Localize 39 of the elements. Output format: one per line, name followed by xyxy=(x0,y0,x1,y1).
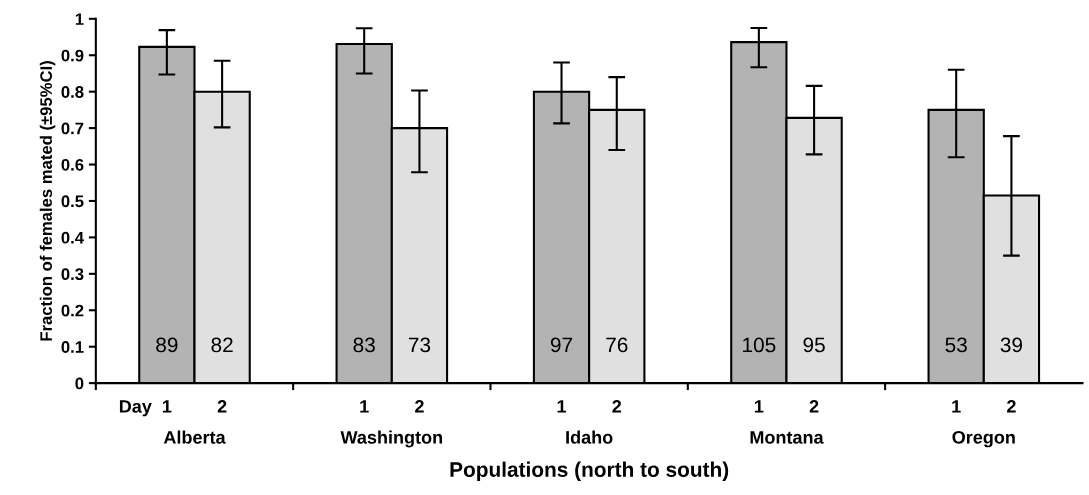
x-tick-label: Idaho xyxy=(566,430,613,444)
annotation: 39 xyxy=(1000,337,1023,353)
y-tick-label: 0.1 xyxy=(61,341,84,353)
y-tick-label: 0.3 xyxy=(61,268,84,281)
x-tick-label: Washington xyxy=(340,430,443,448)
y-axis-title: Fraction of females mated (±95%CI) xyxy=(39,61,56,341)
text: 1 xyxy=(754,400,764,413)
x-tick-label: Oregon xyxy=(952,430,1015,448)
y-tick-label: 0 xyxy=(75,377,84,390)
text: 1 xyxy=(952,400,961,413)
annotation: 53 xyxy=(945,337,967,353)
y-tick-label: 0.9 xyxy=(61,49,84,62)
y-tick-label: 0.7 xyxy=(61,122,84,135)
x-tick-label: Alberta xyxy=(163,430,226,444)
y-tick-label: 0.8 xyxy=(61,86,84,98)
y-tick-label: 0.2 xyxy=(61,304,84,317)
annotation: 73 xyxy=(408,337,431,353)
y-tick-label: 0.5 xyxy=(61,195,84,208)
x-axis-title: Populations (north to south) xyxy=(450,461,729,482)
text: 2 xyxy=(809,400,819,413)
annotation: 105 xyxy=(743,337,776,353)
annotation: 97 xyxy=(550,337,573,353)
text: Day xyxy=(119,400,152,417)
annotation: 83 xyxy=(353,337,375,353)
y-tick-label: 0.6 xyxy=(61,158,84,171)
series-label: 2 xyxy=(217,400,227,413)
text: 1 xyxy=(360,400,369,413)
text: 2 xyxy=(612,400,622,413)
annotation: 76 xyxy=(606,337,628,353)
series-label: 1 xyxy=(162,400,172,413)
text: 2 xyxy=(1007,400,1016,413)
y-tick-label: 1 xyxy=(75,13,84,25)
text: 1 xyxy=(557,400,567,413)
annotation: 82 xyxy=(211,337,233,353)
x-tick-label: Montana xyxy=(750,431,824,444)
text: 2 xyxy=(415,400,424,413)
annotation: 95 xyxy=(803,337,825,353)
annotation: 89 xyxy=(156,337,178,353)
y-tick-label: 0.4 xyxy=(61,231,84,244)
